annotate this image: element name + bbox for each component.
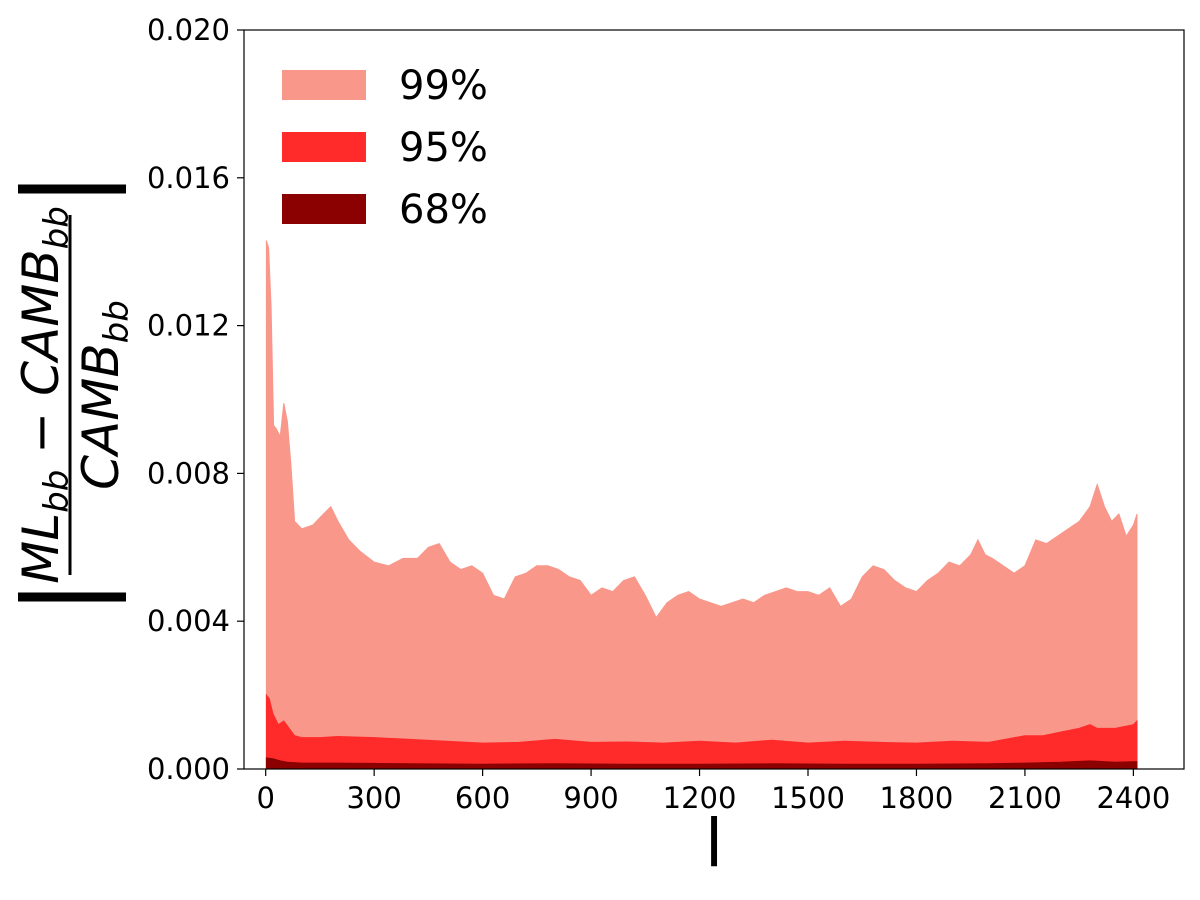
series-areas (265, 240, 1138, 770)
legend-label-99: 99% (399, 63, 488, 109)
x-axis-label: l (705, 805, 723, 882)
legend-swatch-99 (282, 70, 366, 100)
y-label-numerator: MLbb − CAMBbb (12, 206, 77, 584)
x-tick-label: 600 (455, 781, 510, 815)
y-tick-label: 0.016 (147, 161, 230, 195)
x-tick-label: 1500 (771, 781, 845, 815)
legend-label-95: 95% (399, 125, 488, 171)
y-axis-ticks: 0.000 0.004 0.008 0.012 0.016 0.020 (147, 13, 244, 786)
y-tick-label: 0.000 (147, 752, 230, 786)
plot-frame (243, 29, 1185, 770)
x-tick-label: 900 (563, 781, 618, 815)
legend-swatch-95 (282, 132, 366, 162)
area-68-percent (265, 757, 1138, 770)
x-tick-label: 1800 (880, 781, 954, 815)
y-tick-label: 0.008 (147, 456, 230, 490)
y-tick-label: 0.012 (147, 309, 230, 343)
x-axis-ticks: 0 300 600 900 1200 1500 1800 2100 2400 (256, 769, 1170, 815)
x-tick-label: 2400 (1096, 781, 1170, 815)
legend: 99% 95% 68% (282, 63, 488, 233)
y-label-denominator: CAMBbb (72, 300, 137, 490)
y-tick-label: 0.004 (147, 604, 230, 638)
legend-swatch-68 (282, 194, 366, 224)
y-tick-label: 0.020 (147, 13, 230, 47)
area-99-percent (265, 240, 1138, 770)
x-tick-label: 300 (346, 781, 401, 815)
legend-label-68: 68% (399, 187, 488, 233)
x-tick-label: 1200 (663, 781, 737, 815)
area-95-percent (265, 693, 1138, 770)
y-axis-label: MLbb − CAMBbb CAMBbb (12, 184, 137, 602)
x-tick-label: 0 (256, 781, 274, 815)
x-tick-label: 2100 (988, 781, 1062, 815)
